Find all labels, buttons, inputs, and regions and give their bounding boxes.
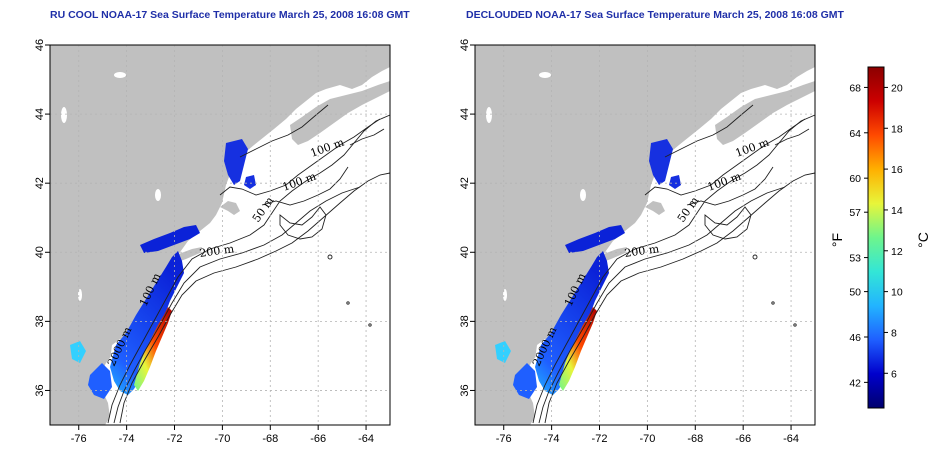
x-tick-label: -74	[119, 433, 135, 445]
colorbar-fahrenheit-ticks: 68 64 60 57 53 50 46 42	[849, 82, 868, 389]
celsius-tick-label: 12	[891, 246, 903, 258]
right-map-frame	[474, 44, 816, 426]
x-tick-label: -72	[592, 433, 608, 445]
y-tick-label: 36	[34, 384, 46, 396]
x-tick-label: -74	[544, 433, 560, 445]
colorbar-gradient	[867, 66, 885, 409]
y-tick-label: 40	[34, 246, 46, 258]
fahrenheit-tick-label: 50	[849, 287, 861, 299]
y-tick-label: 40	[459, 246, 471, 258]
fahrenheit-tick-label: 53	[849, 253, 861, 265]
celsius-tick-label: 20	[891, 82, 903, 94]
y-tick-label: 44	[459, 108, 471, 120]
left-map-grid	[50, 44, 390, 425]
celsius-unit-label: °C	[915, 232, 931, 248]
celsius-tick-label: 8	[891, 327, 897, 339]
fahrenheit-tick-label: 68	[849, 82, 861, 94]
right-map-panel: 100 m 100 m 50 m 200 m 100 m 2000 m -76-…	[459, 39, 816, 445]
celsius-tick-label: 16	[891, 164, 903, 176]
fahrenheit-tick-label: 60	[849, 173, 861, 185]
y-tick-label: 36	[459, 384, 471, 396]
x-tick-label: -64	[783, 433, 799, 445]
x-tick-label: -76	[71, 433, 87, 445]
colorbar-celsius-ticks: 20 18 16 14 12 10 8 6	[884, 82, 903, 380]
y-tick-label: 42	[34, 177, 46, 189]
celsius-tick-label: 18	[891, 123, 903, 135]
fahrenheit-tick-label: 46	[849, 332, 861, 344]
celsius-tick-label: 6	[891, 368, 897, 380]
y-tick-label: 38	[459, 315, 471, 327]
left-panel-title: RU COOL NOAA-17 Sea Surface Temperature …	[50, 9, 410, 21]
right-map-ticks: -76 -74 -72 -70 -68 -66 -64 36 38 40 42 44 46	[459, 39, 799, 445]
x-tick-label: -66	[735, 433, 751, 445]
right-panel-title: DECLOUDED NOAA-17 Sea Surface Temperatur…	[466, 9, 844, 21]
x-tick-label: -68	[687, 433, 703, 445]
fahrenheit-unit-label: °F	[829, 233, 845, 247]
x-tick-label: -66	[310, 433, 326, 445]
contour-label-200m: 200 m	[624, 242, 661, 260]
x-tick-label: -70	[639, 433, 655, 445]
colorbar: 68 64 60 57 53 50 46 42 20 18 16 14 12 10 8 6 °F °C	[829, 66, 931, 409]
contour-label-200m: 200 m	[199, 242, 236, 260]
fahrenheit-tick-label: 42	[849, 377, 861, 389]
left-map-ticks: -76 -74 -72 -70 -68 -66 -64 36 38 40 42 44 46	[34, 39, 374, 445]
left-map-panel: 100 m 100 m 50 m 200 m 100 m 2000 m -76-…	[34, 39, 391, 445]
x-tick-label: -64	[358, 433, 374, 445]
celsius-tick-label: 10	[891, 287, 903, 299]
left-map-frame	[49, 44, 391, 426]
x-tick-label: -70	[214, 433, 230, 445]
y-tick-label: 44	[34, 108, 46, 120]
y-tick-label: 42	[459, 177, 471, 189]
fahrenheit-tick-label: 57	[849, 207, 861, 219]
x-tick-label: -72	[167, 433, 183, 445]
y-tick-label: 38	[34, 315, 46, 327]
y-tick-label: 46	[459, 39, 471, 51]
celsius-tick-label: 14	[891, 205, 903, 217]
x-tick-label: -68	[262, 433, 278, 445]
fahrenheit-tick-label: 64	[849, 128, 861, 140]
y-tick-label: 46	[34, 39, 46, 51]
x-tick-label: -76	[496, 433, 512, 445]
